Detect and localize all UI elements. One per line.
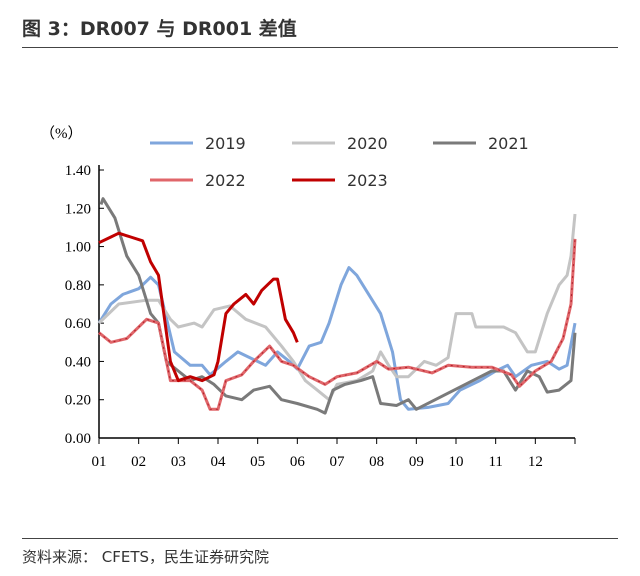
y-tick-label: 0.00 <box>65 431 91 447</box>
legend-label-2020: 2020 <box>347 134 388 153</box>
x-tick-label: 10 <box>449 454 464 470</box>
x-tick-label: 08 <box>369 454 384 470</box>
title-divider <box>22 47 618 48</box>
x-tick-label: 04 <box>211 454 227 470</box>
x-tick-label: 02 <box>131 454 146 470</box>
series-line-2020 <box>97 213 577 402</box>
x-tick-label: 12 <box>528 454 543 470</box>
x-tick-label: 01 <box>92 454 107 470</box>
source-divider <box>22 538 618 539</box>
series-line-2023 <box>98 231 299 383</box>
legend-label-2019: 2019 <box>205 134 246 153</box>
series-line-2019 <box>97 266 577 411</box>
x-tick-label: 05 <box>250 454 265 470</box>
x-tick-label: 06 <box>290 454 306 470</box>
legend-label-2023: 2023 <box>347 171 388 190</box>
x-tick-label: 03 <box>171 454 186 470</box>
y-tick-label: 0.80 <box>65 278 91 294</box>
x-tick-label: 09 <box>409 454 424 470</box>
y-tick-label: 1.00 <box>65 240 91 256</box>
x-tick-label: 11 <box>488 454 502 470</box>
y-axis-unit-label: （%） <box>40 125 83 142</box>
y-tick-label: 1.40 <box>65 163 91 179</box>
source-note: 资料来源： CFETS，民生证券研究院 <box>22 548 270 566</box>
x-tick-label: 07 <box>330 454 346 470</box>
legend-label-2021: 2021 <box>488 134 529 153</box>
y-tick-label: 1.20 <box>65 201 91 217</box>
y-tick-label: 0.20 <box>65 393 91 409</box>
y-tick-label: 0.40 <box>65 354 91 370</box>
chart-title: 图 3：DR007 与 DR001 差值 <box>22 18 297 40</box>
y-tick-label: 0.60 <box>65 316 91 332</box>
legend-label-2022: 2022 <box>205 171 246 190</box>
